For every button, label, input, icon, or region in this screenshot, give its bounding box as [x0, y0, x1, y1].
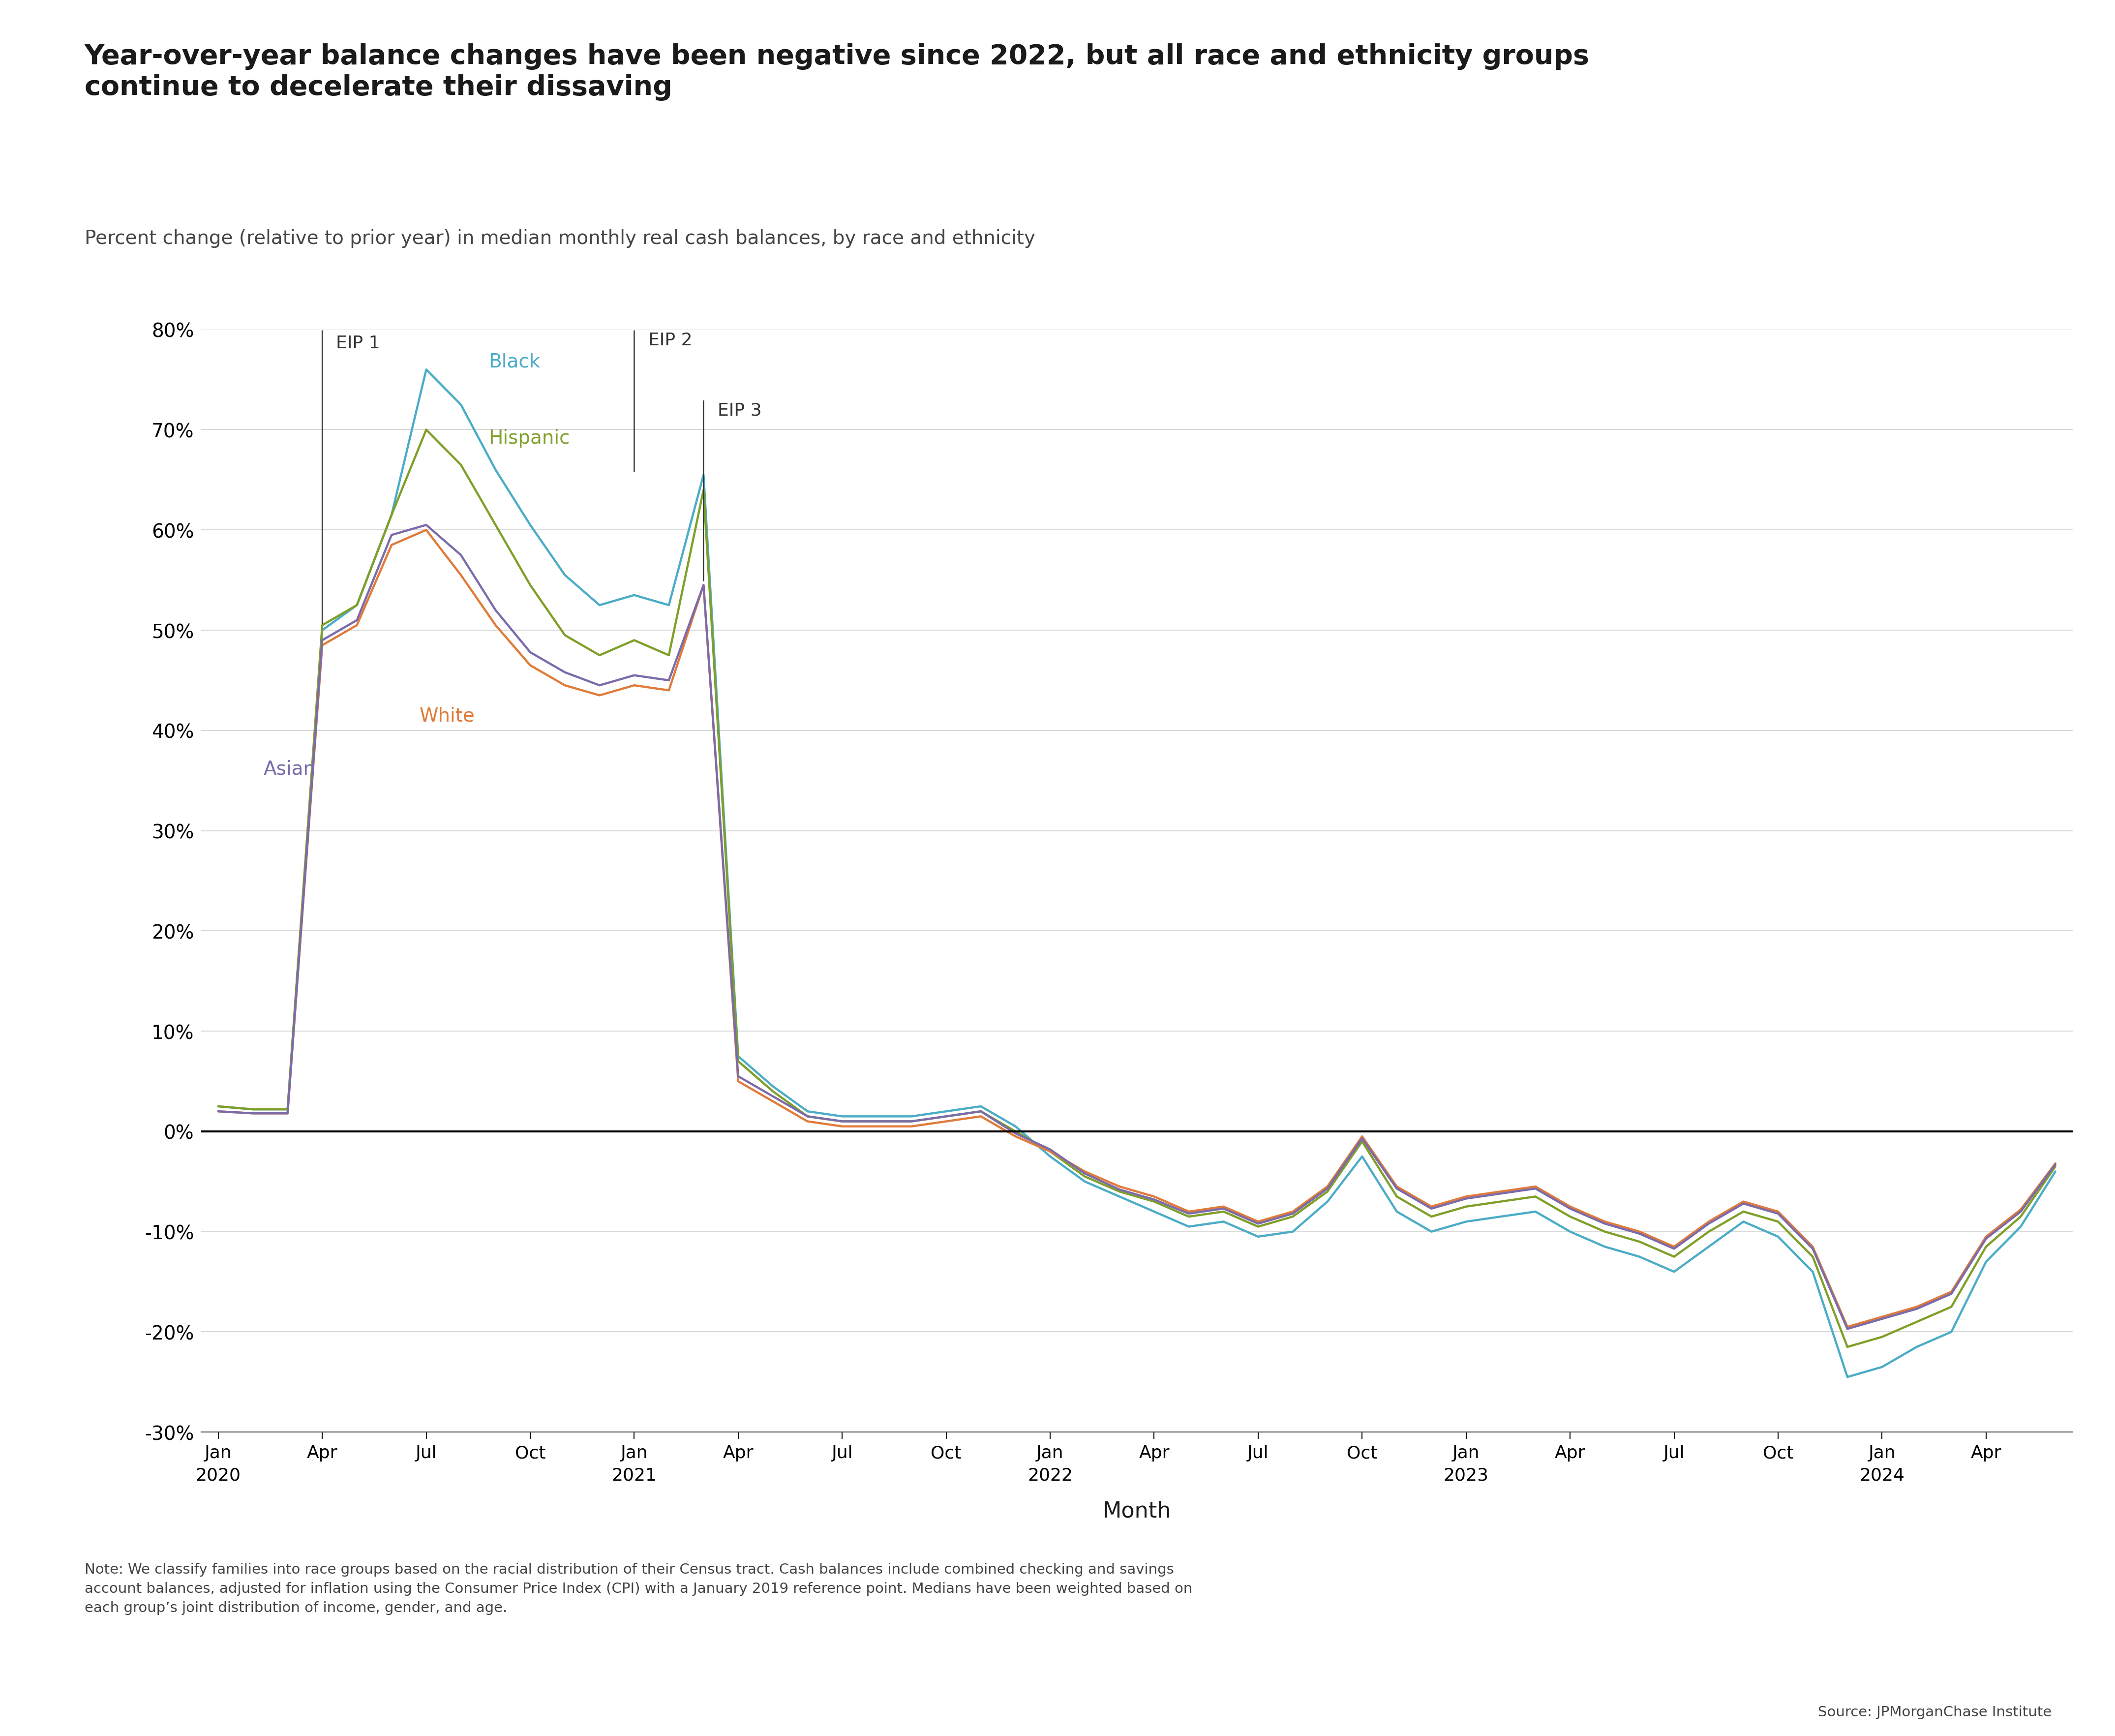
X-axis label: Month: Month: [1102, 1500, 1172, 1521]
Text: EIP 3: EIP 3: [717, 403, 761, 418]
Text: Black: Black: [489, 352, 541, 372]
Text: Year-over-year balance changes have been negative since 2022, but all race and e: Year-over-year balance changes have been…: [85, 43, 1590, 101]
Text: EIP 1: EIP 1: [336, 335, 381, 352]
Text: Hispanic: Hispanic: [489, 429, 571, 448]
Text: Source: JPMorganChase Institute: Source: JPMorganChase Institute: [1817, 1705, 2052, 1719]
Text: Note: We classify families into race groups based on the racial distribution of : Note: We classify families into race gro…: [85, 1562, 1193, 1614]
Text: Asian: Asian: [262, 759, 315, 778]
Text: White: White: [419, 707, 474, 726]
Text: EIP 2: EIP 2: [647, 332, 692, 349]
Text: Percent change (relative to prior year) in median monthly real cash balances, by: Percent change (relative to prior year) …: [85, 229, 1036, 248]
